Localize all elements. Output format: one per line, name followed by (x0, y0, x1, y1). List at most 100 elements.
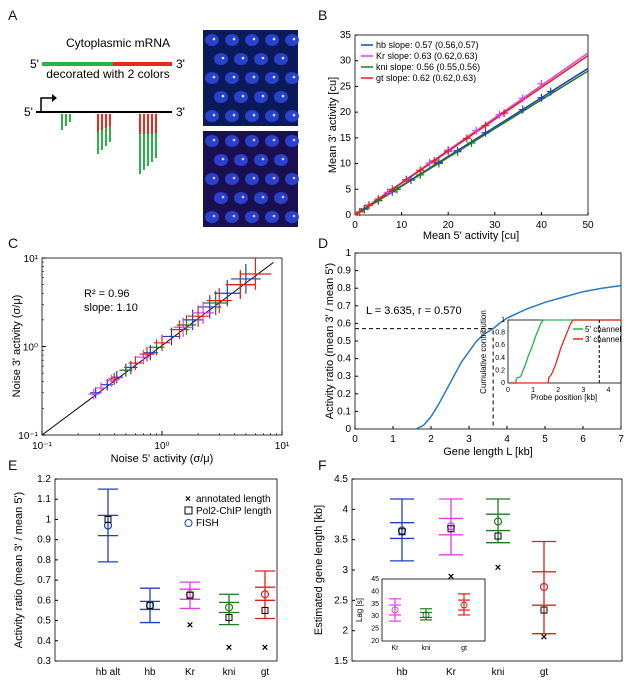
e-ytick-label: 1.2 (37, 474, 51, 485)
nucleus (274, 53, 288, 65)
b-ytick-label: 25 (340, 81, 352, 92)
c-ticks: 10⁻¹10⁻¹ 10⁰ 10⁰ 10¹ 10¹ (18, 254, 290, 452)
nucleus (225, 173, 239, 185)
transcription-spot (232, 113, 236, 117)
d-inset-ytick-label: 0.2 (495, 367, 505, 374)
nucleus (265, 110, 279, 122)
e-annot-gt: × (262, 642, 268, 654)
nucleus (214, 91, 228, 103)
transcription-spot (241, 56, 245, 60)
e-legend: × annotated length Pol2-ChIP length FISH (184, 494, 271, 529)
transcription-spot (212, 113, 216, 117)
nucleus (225, 72, 239, 84)
c-identity-line (41, 261, 274, 436)
nucleus (285, 34, 299, 46)
b-axes-box (354, 34, 589, 216)
b-ytick-label: 35 (340, 30, 352, 41)
nucleus (285, 173, 299, 185)
panel-label-b: B (318, 7, 327, 23)
d-xtick-label: 3 (466, 434, 472, 445)
e-legend-fish-marker (184, 519, 193, 527)
panel-label-e: E (8, 457, 17, 473)
nucleus (245, 135, 259, 147)
e-ytick-label: 0.9 (37, 535, 51, 546)
f-ytick-label: 2.5 (334, 595, 348, 606)
f-chip-hb (398, 528, 406, 536)
d-inset-xtick-label: 4 (606, 387, 610, 394)
d-inset-ylabel: Cumulative contribution (479, 310, 488, 394)
transcription-spot (292, 37, 296, 41)
transcription-spot (212, 176, 216, 180)
transcription-spot (212, 37, 216, 41)
nucleus (285, 72, 299, 84)
b-xtick-label: 0 (352, 220, 358, 231)
f-xtick-label: hb (396, 667, 408, 678)
transcription-spot (261, 195, 265, 199)
d-ytick-label: 0.1 (337, 406, 351, 417)
e-ytick-label: 1.1 (37, 494, 51, 505)
transcription-spot (221, 56, 225, 60)
f-chip-kni (494, 532, 502, 540)
d-xtick-label: 7 (618, 434, 624, 445)
transcription-spot (292, 138, 296, 142)
c-r2: R² = 0.96 (84, 288, 130, 300)
b-points (355, 79, 555, 216)
transcription-spot (292, 176, 296, 180)
f-ytick-label: 1.5 (334, 656, 348, 667)
panel-c-chart: 10⁻¹10⁻¹ 10⁰ 10⁰ 10¹ 10¹ R² = 0.96 slope: 1.… (11, 254, 290, 465)
nucleus (265, 173, 279, 185)
gene-label-3: 3' (176, 105, 185, 119)
transcription-spot (272, 214, 276, 218)
transcription-spot (252, 176, 256, 180)
nucleus (205, 110, 219, 122)
nucleus (214, 192, 228, 204)
b-ticks: 0 10 20 30 40 50 0 5 10 15 20 25 30 35 (340, 30, 594, 231)
transcription-spot (212, 138, 216, 142)
nucleus (254, 53, 268, 65)
transcription-spot (261, 56, 265, 60)
transcription-spot (252, 214, 256, 218)
e-legend-chip-marker (184, 506, 193, 515)
d-inset-curve-5' channel (508, 319, 621, 384)
transcription-spot (281, 94, 285, 98)
nucleus (205, 135, 219, 147)
e-ytick-label: 0.4 (37, 636, 51, 647)
mrna-label-3: 3' (176, 57, 185, 71)
b-xtick-label: 30 (489, 220, 501, 231)
e-fish-gt (260, 590, 270, 599)
nucleus (265, 135, 279, 147)
c-ytick-label: 10¹ (24, 254, 39, 265)
transcription-spot (252, 113, 256, 117)
d-ytick-label: 0 (345, 424, 351, 435)
transcription-spot (221, 94, 225, 98)
f-ylabel: Estimated gene length [kb] (313, 505, 325, 635)
d-inset-legend-3: 3' channel (585, 335, 621, 344)
e-xtick-label: hb alt (96, 667, 121, 678)
d-ytick-label: 0.5 (337, 336, 351, 347)
e-ytick-label: 0.6 (37, 595, 51, 606)
nucleus (245, 211, 259, 223)
c-xtick-label: 10¹ (275, 441, 290, 452)
b-xtick-label: 10 (396, 220, 408, 231)
f-ticks: 1.5 2 2.5 3 3.5 4 4.5 hb Kr kni gt (334, 474, 548, 678)
b-ytick-label: 20 (340, 107, 352, 118)
transcription-spot (232, 37, 236, 41)
c-xlabel: Noise 5' activity (σ/μ) (111, 453, 214, 465)
b-xlabel: Mean 5' activity [cu] (423, 230, 519, 242)
nucleus (254, 192, 268, 204)
c-slope: slope: 1.10 (84, 302, 138, 314)
nucleus (234, 91, 248, 103)
d-xtick-label: 0 (352, 434, 358, 445)
e-ytick-label: 1 (45, 514, 51, 525)
nucleus (234, 53, 248, 65)
d-guide-dashed (355, 328, 494, 429)
transcription-spot (292, 113, 296, 117)
panel-label-d: D (318, 235, 328, 251)
transcription-spot (272, 176, 276, 180)
b-ytick-label: 5 (345, 184, 351, 195)
e-errorbars: × × × (98, 488, 275, 654)
nucleus (285, 110, 299, 122)
e-xtick-label: hb (144, 667, 156, 678)
transcription-spot (252, 37, 256, 41)
